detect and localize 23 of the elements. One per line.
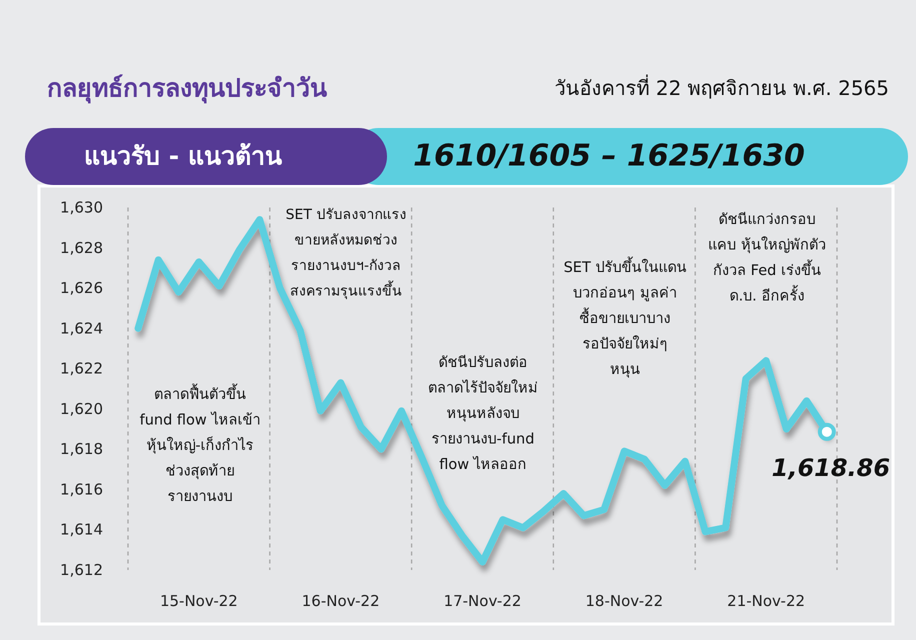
y-tick-label: 1,624 [60, 319, 103, 338]
y-tick-label: 1,612 [60, 561, 103, 579]
x-tick-label: 16-Nov-22 [302, 592, 380, 610]
y-tick-label: 1,614 [60, 520, 103, 539]
y-tick-label: 1,620 [60, 400, 103, 418]
y-tick-label: 1,628 [60, 238, 103, 257]
x-tick-label: 21-Nov-22 [727, 592, 806, 610]
annotation: ดัชนีแกว่งกรอบ แคบ หุ้นใหญ่พักตัว กังวล Fed เร่งขึ้น ด.บ. อีกครั้ง [708, 212, 826, 304]
y-tick-label: 1,622 [60, 360, 103, 378]
annotation: 1610/1605 – 1625/1630 [413, 138, 805, 174]
title: กลยุทธ์การลงทุนประจำวัน [47, 74, 327, 102]
subtitle: วันอังคารที่ 22 พฤศจิกายน พ.ศ. 2565 [554, 76, 889, 100]
x-tick-label: 18-Nov-22 [585, 592, 664, 610]
y-tick-label: 1,616 [60, 480, 103, 498]
annotation: แนวรับ - แนวต้าน [84, 142, 282, 170]
annotation: ดัชนีปรับลงต่อ ตลาดไร้ปัจจัยใหม่ หนุนหลังจบ รายงานงบ-fund flow ไหลออก [428, 355, 538, 473]
data-label: 1,618.86 [772, 454, 890, 482]
y-tick-label: 1,630 [60, 198, 103, 216]
x-tick-label: 15-Nov-22 [160, 592, 238, 610]
annotation: SET ปรับลงจากแรง ขายหลังหมดช่วง รายงานงบฯ-กังวล สงครามรุนแรงขึ้น [286, 207, 406, 300]
y-tick-label: 1,626 [60, 279, 103, 298]
x-tick-label: 17-Nov-22 [444, 592, 522, 610]
y-tick-label: 1,618 [60, 440, 103, 458]
